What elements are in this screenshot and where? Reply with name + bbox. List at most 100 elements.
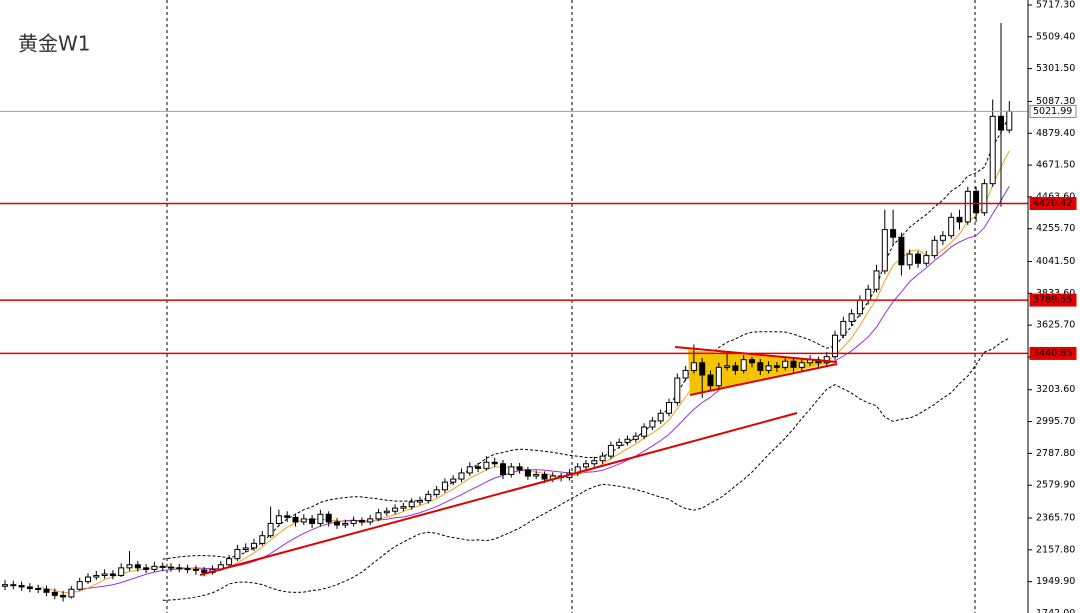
candle-body <box>425 493 432 502</box>
y-tick-label: 3625.70 <box>1036 320 1075 331</box>
candle-body <box>757 362 764 371</box>
y-tick-label: 4041.50 <box>1036 256 1075 267</box>
current-price-box <box>1029 104 1077 118</box>
candle-body <box>18 584 25 588</box>
candle-body <box>674 377 681 404</box>
current-price-label: 5021.99 <box>1033 106 1072 117</box>
candle-body <box>267 522 274 537</box>
candle-body <box>690 362 697 371</box>
candle-body <box>201 569 208 573</box>
y-tick-label: 5717.30 <box>1036 0 1075 11</box>
price-axis: 5717.30 5509.40 5301.50 5087.30 4879.40 4671.… <box>1028 0 1075 613</box>
candle-body <box>68 588 75 598</box>
candle-body <box>292 516 299 523</box>
candle-body <box>433 489 440 495</box>
candle-body <box>541 473 548 480</box>
candle-body <box>848 313 855 322</box>
candle-body <box>309 518 316 524</box>
candle-body <box>923 255 930 264</box>
candle-body <box>973 190 980 214</box>
y-tick-label: 5087.30 <box>1036 96 1075 107</box>
candle-body <box>765 365 772 371</box>
level-label: 3440.85 <box>1033 348 1072 359</box>
candle-body <box>143 567 150 570</box>
candle-body <box>840 320 847 336</box>
level-box <box>1029 346 1077 360</box>
y-tick-label: 2157.80 <box>1036 544 1075 555</box>
y-tick-label: 5509.40 <box>1036 31 1075 42</box>
candle-body <box>616 441 623 446</box>
candle-body <box>466 466 473 474</box>
candle-body <box>317 513 324 524</box>
candle-body <box>284 515 291 518</box>
candle-body <box>358 519 365 523</box>
candle-body <box>790 360 797 368</box>
level-label: 4420.42 <box>1033 198 1072 209</box>
y-tick-label: 5301.50 <box>1036 63 1075 74</box>
candle-body <box>607 444 614 457</box>
y-tick-label: 2787.80 <box>1036 448 1075 459</box>
candle-body <box>176 567 183 570</box>
candle-body <box>43 588 50 593</box>
moving-average-fast <box>38 150 1010 594</box>
levels <box>0 110 1028 355</box>
candle-body <box>483 461 490 469</box>
candle-body <box>417 500 423 503</box>
candle-body <box>375 512 382 520</box>
candle-body <box>450 478 457 483</box>
level-box <box>1029 197 1077 211</box>
candle-body <box>408 501 415 508</box>
bollinger-lower <box>162 337 1010 601</box>
candle-body <box>60 594 67 598</box>
y-tick-label: 1742.00 <box>1036 608 1075 613</box>
candle-body <box>334 521 340 526</box>
candle-body <box>583 463 589 468</box>
candle-body <box>76 581 83 590</box>
y-tick-label: 2579.90 <box>1036 480 1075 491</box>
candle-body <box>939 235 946 241</box>
candle-body <box>516 466 523 471</box>
candle-body <box>26 586 33 590</box>
candle-body <box>898 236 905 266</box>
candle-body <box>724 365 731 368</box>
candle-body <box>956 216 963 223</box>
candle-body <box>93 575 100 578</box>
candle-body <box>707 374 714 387</box>
y-tick-label: 2365.70 <box>1036 512 1075 523</box>
candle-body <box>649 420 656 428</box>
candle-body <box>300 518 307 523</box>
candle-body <box>367 518 374 523</box>
candle-body <box>275 515 282 524</box>
candle-body <box>51 591 58 596</box>
candle-body <box>890 229 897 238</box>
candle-body <box>458 472 465 480</box>
candle-body <box>873 270 880 290</box>
candle-body <box>533 473 540 477</box>
trendline <box>199 412 798 576</box>
y-tick-label: 3833.60 <box>1036 288 1075 299</box>
candle-body <box>1006 110 1013 131</box>
candle-body <box>740 359 747 371</box>
candle-body <box>931 239 938 257</box>
candle-body <box>823 356 830 364</box>
candle-body <box>151 565 158 570</box>
separators <box>166 0 976 613</box>
candle-body <box>475 466 482 469</box>
candle-body <box>134 564 141 569</box>
candle-body <box>400 506 407 509</box>
candle-body <box>682 369 689 379</box>
trendlines <box>199 346 838 576</box>
candle-body <box>126 564 133 569</box>
candle-body <box>798 362 805 368</box>
candle-body <box>749 359 755 364</box>
candle-body <box>641 426 648 437</box>
y-tick-label: 2995.70 <box>1036 416 1075 427</box>
candle-body <box>865 288 872 301</box>
candle-body <box>392 507 399 512</box>
candle-body <box>491 461 498 465</box>
indicators <box>38 115 1010 601</box>
candle-body <box>109 573 116 577</box>
trendline <box>689 363 838 396</box>
candle-body <box>251 542 257 549</box>
